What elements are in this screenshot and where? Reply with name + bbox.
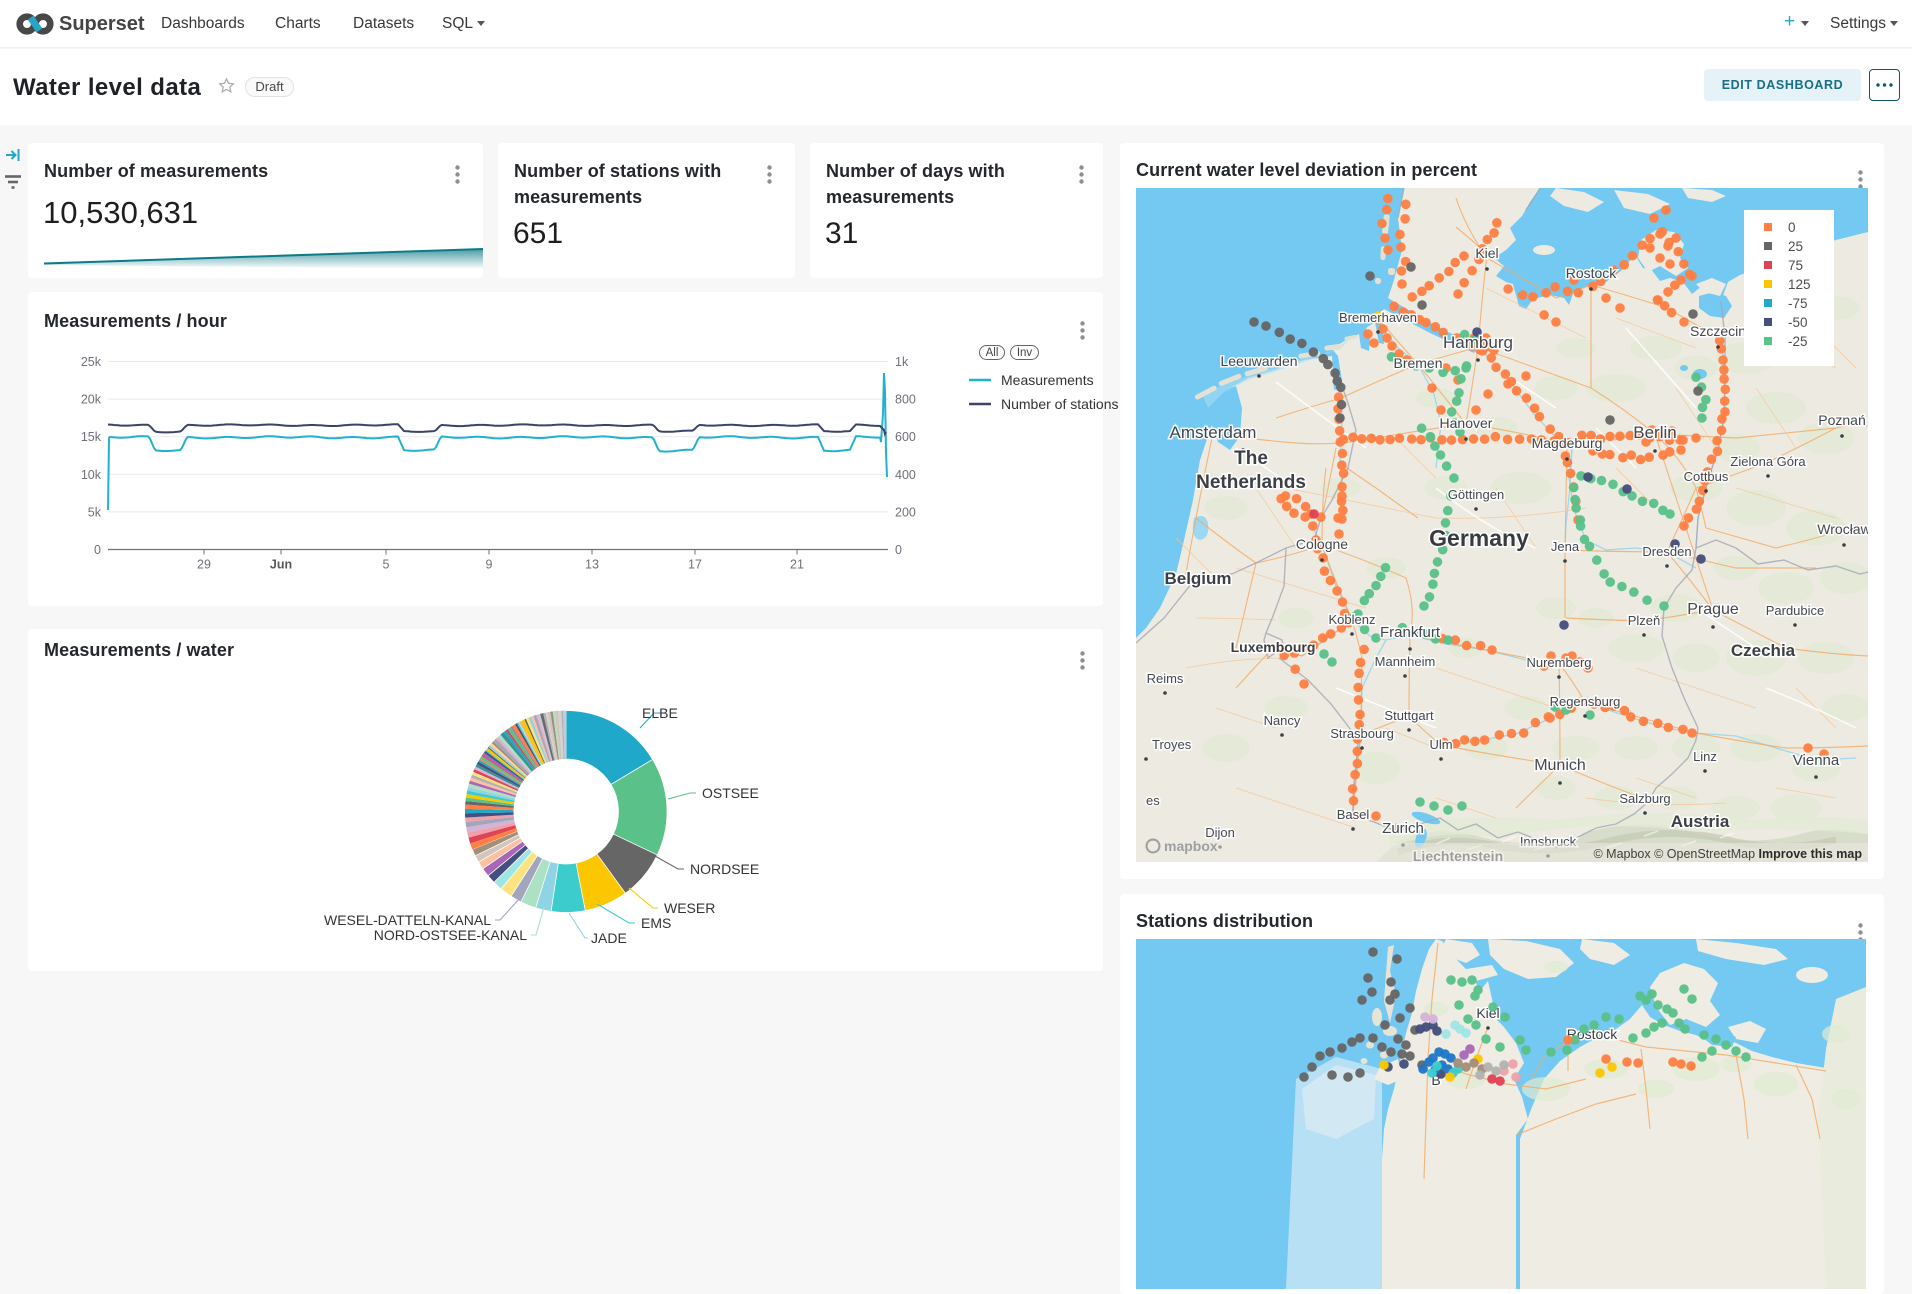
svg-text:Ulm: Ulm [1429, 737, 1452, 752]
svg-text:Mannheim: Mannheim [1375, 654, 1436, 669]
svg-text:Czechia: Czechia [1731, 641, 1796, 660]
svg-text:Troyes: Troyes [1152, 737, 1192, 752]
svg-text:EMS: EMS [641, 915, 671, 931]
svg-text:Number of stations: Number of stations [1001, 396, 1119, 412]
svg-text:Dresden: Dresden [1642, 544, 1691, 559]
svg-text:Amsterdam: Amsterdam [1170, 423, 1257, 442]
svg-text:Bremen: Bremen [1393, 355, 1442, 371]
svg-text:Nancy: Nancy [1264, 713, 1301, 728]
svg-text:Magdeburg: Magdeburg [1532, 435, 1603, 451]
svg-text:Berlin: Berlin [1633, 423, 1676, 442]
svg-text:17: 17 [688, 558, 702, 572]
svg-text:Szczecin: Szczecin [1690, 323, 1746, 339]
svg-text:Regensburg: Regensburg [1550, 694, 1621, 709]
svg-text:20k: 20k [81, 393, 102, 407]
svg-text:0: 0 [1788, 220, 1796, 235]
svg-text:400: 400 [895, 468, 916, 482]
svg-text:Basel: Basel [1337, 807, 1370, 822]
svg-text:5k: 5k [88, 505, 102, 519]
svg-text:Dijon: Dijon [1205, 825, 1235, 840]
svg-text:The: The [1234, 448, 1268, 469]
svg-text:NORD-OSTSEE-KANAL: NORD-OSTSEE-KANAL [374, 927, 527, 943]
svg-text:WESEL-DATTELN-KANAL: WESEL-DATTELN-KANAL [324, 912, 491, 928]
svg-text:5: 5 [383, 558, 390, 572]
svg-text:NORDSEE: NORDSEE [690, 861, 759, 877]
svg-text:0: 0 [895, 543, 902, 557]
svg-text:-50: -50 [1788, 315, 1808, 330]
svg-text:JADE: JADE [591, 930, 627, 946]
svg-text:Vienna: Vienna [1793, 752, 1840, 769]
svg-text:Cottbus: Cottbus [1684, 469, 1729, 484]
svg-text:Nuremberg: Nuremberg [1526, 655, 1591, 670]
svg-text:OSTSEE: OSTSEE [702, 785, 759, 801]
svg-text:es: es [1146, 793, 1160, 808]
svg-text:mapbox: mapbox [1164, 838, 1218, 854]
svg-text:Leeuwarden: Leeuwarden [1220, 353, 1297, 369]
svg-text:Measurements: Measurements [1001, 374, 1094, 388]
svg-text:200: 200 [895, 505, 916, 519]
svg-text:Hanover: Hanover [1440, 415, 1493, 431]
svg-text:Jun: Jun [270, 558, 292, 572]
svg-text:Göttingen: Göttingen [1448, 487, 1504, 502]
svg-text:WESER: WESER [664, 900, 715, 916]
svg-text:Zielona Góra: Zielona Góra [1730, 454, 1806, 469]
svg-text:Austria: Austria [1671, 812, 1730, 831]
svg-text:21: 21 [790, 558, 804, 572]
svg-text:Salzburg: Salzburg [1619, 791, 1670, 806]
svg-text:0: 0 [94, 543, 101, 557]
svg-text:Munich: Munich [1534, 757, 1586, 774]
svg-text:75: 75 [1788, 258, 1803, 273]
svg-text:Jena: Jena [1551, 539, 1580, 554]
svg-text:Hamburg: Hamburg [1443, 333, 1513, 352]
svg-text:25k: 25k [81, 355, 102, 369]
svg-text:Prague: Prague [1687, 601, 1739, 618]
svg-text:Reims: Reims [1147, 671, 1184, 686]
svg-text:Koblenz: Koblenz [1329, 612, 1376, 627]
svg-text:125: 125 [1788, 277, 1811, 292]
svg-text:9: 9 [486, 558, 493, 572]
svg-text:Rostock: Rostock [1566, 265, 1618, 281]
svg-text:Poznań: Poznań [1818, 412, 1865, 428]
svg-text:Stuttgart: Stuttgart [1384, 708, 1434, 723]
svg-text:13: 13 [585, 558, 599, 572]
svg-text:ELBE: ELBE [642, 705, 678, 721]
svg-text:Cologne: Cologne [1296, 536, 1348, 552]
svg-text:© Mapbox © OpenStreetMap Impro: © Mapbox © OpenStreetMap Improve this ma… [1593, 847, 1862, 861]
svg-text:800: 800 [895, 393, 916, 407]
svg-text:Luxembourg: Luxembourg [1231, 639, 1316, 655]
svg-text:Germany: Germany [1429, 525, 1529, 551]
svg-text:Bremerhaven: Bremerhaven [1339, 310, 1417, 325]
svg-text:Frankfurt: Frankfurt [1380, 624, 1441, 641]
svg-text:Netherlands: Netherlands [1196, 472, 1306, 493]
svg-text:25: 25 [1788, 239, 1803, 254]
svg-text:10k: 10k [81, 468, 102, 482]
svg-text:600: 600 [895, 430, 916, 444]
svg-text:15k: 15k [81, 430, 102, 444]
svg-text:29: 29 [197, 558, 211, 572]
svg-text:-75: -75 [1788, 296, 1808, 311]
svg-text:Plzeň: Plzeň [1628, 613, 1661, 628]
svg-text:Kiel: Kiel [1475, 245, 1498, 261]
svg-text:Wrocław: Wrocław [1817, 521, 1868, 537]
svg-text:-25: -25 [1788, 334, 1808, 349]
svg-text:Linz: Linz [1693, 749, 1717, 764]
svg-text:Pardubice: Pardubice [1766, 603, 1825, 618]
svg-text:Zurich: Zurich [1382, 820, 1424, 837]
svg-text:Strasbourg: Strasbourg [1330, 726, 1394, 741]
svg-text:1k: 1k [895, 355, 909, 369]
svg-text:Belgium: Belgium [1164, 569, 1231, 588]
